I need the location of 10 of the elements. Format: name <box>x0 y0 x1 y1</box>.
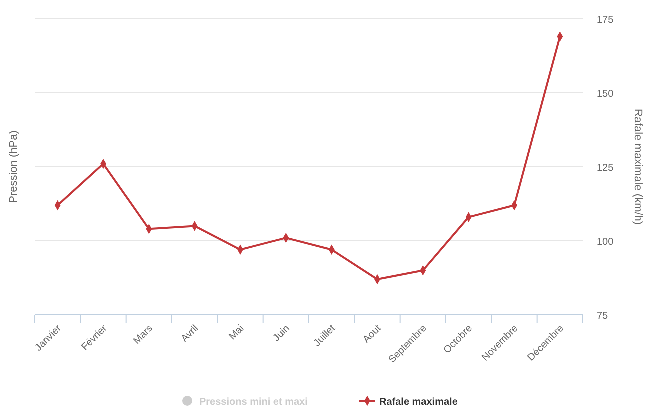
y2-tick-label: 100 <box>597 237 614 248</box>
legend-label: Rafale maximale <box>380 397 458 408</box>
x-tick-label: Juin <box>272 323 292 344</box>
y2-tick-label: 175 <box>597 15 614 26</box>
y2-tick-label: 125 <box>597 163 614 174</box>
y2-axis-title: Rafale maximale (km/h) <box>632 108 644 226</box>
x-tick-label: Mai <box>227 323 247 343</box>
y2-tick-label: 75 <box>597 311 609 322</box>
y2-tick-label: 150 <box>597 89 614 100</box>
y-axis-title: Pression (hPa) <box>8 130 20 204</box>
